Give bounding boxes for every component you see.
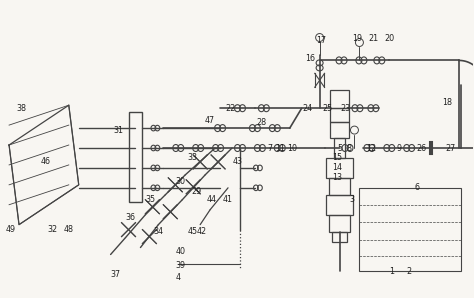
Bar	[331, 232, 347, 242]
Text: 33: 33	[187, 153, 197, 162]
Text: 25: 25	[322, 104, 333, 113]
Text: 15: 15	[332, 153, 343, 162]
Text: 32: 32	[48, 225, 58, 234]
Text: 46: 46	[41, 157, 51, 167]
Text: 4: 4	[176, 273, 181, 282]
Text: 9: 9	[397, 144, 402, 153]
Text: 37: 37	[110, 270, 120, 279]
Text: 41: 41	[223, 195, 233, 204]
Text: 13: 13	[333, 173, 343, 182]
Text: 7: 7	[267, 144, 273, 153]
Bar	[329, 90, 349, 108]
Text: 48: 48	[64, 225, 74, 234]
Text: 1: 1	[389, 267, 394, 276]
Text: 39: 39	[175, 261, 185, 270]
Bar	[326, 158, 354, 178]
Bar	[329, 122, 349, 138]
Text: 22: 22	[225, 104, 235, 113]
Text: 38: 38	[16, 104, 26, 113]
Text: 10: 10	[287, 144, 297, 153]
Text: 24: 24	[302, 104, 313, 113]
Text: 19: 19	[352, 34, 363, 43]
Bar	[326, 195, 354, 215]
Text: 49: 49	[6, 225, 16, 234]
Text: 11: 11	[275, 144, 285, 153]
Bar	[328, 178, 350, 195]
Text: 47: 47	[205, 116, 215, 125]
Text: 20: 20	[384, 34, 394, 43]
Bar	[334, 138, 346, 158]
Text: 27: 27	[446, 144, 456, 153]
Bar	[359, 188, 461, 271]
Text: 43: 43	[233, 157, 243, 167]
Text: 26: 26	[416, 144, 426, 153]
Text: 8: 8	[347, 144, 352, 153]
Text: 6: 6	[415, 183, 419, 192]
Text: 36: 36	[126, 213, 136, 222]
Text: 30: 30	[175, 177, 185, 186]
Text: 28: 28	[257, 118, 267, 127]
Bar	[329, 108, 349, 122]
Bar	[328, 215, 350, 232]
Text: 16: 16	[305, 54, 315, 63]
Text: 40: 40	[175, 247, 185, 256]
Text: 12: 12	[366, 144, 376, 153]
Text: 31: 31	[114, 125, 124, 135]
Bar	[128, 112, 143, 202]
Text: 5: 5	[337, 144, 342, 153]
Text: 44: 44	[207, 195, 217, 204]
Text: 18: 18	[442, 98, 452, 107]
Text: 23: 23	[340, 104, 351, 113]
Text: 2: 2	[407, 267, 412, 276]
Text: 34: 34	[154, 227, 164, 236]
Text: 29: 29	[191, 187, 201, 196]
Text: 35: 35	[146, 195, 155, 204]
Text: 14: 14	[333, 163, 343, 173]
Text: 17: 17	[317, 36, 327, 45]
Text: 42: 42	[197, 227, 207, 236]
Text: 3: 3	[349, 195, 354, 204]
Text: 21: 21	[368, 34, 378, 43]
Text: 45: 45	[187, 227, 197, 236]
